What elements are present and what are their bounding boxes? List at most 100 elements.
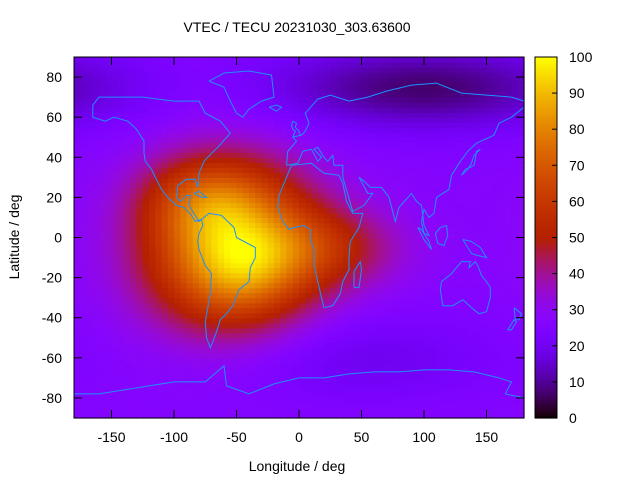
heatmap-cell [474, 267, 481, 274]
heatmap-cell [99, 402, 106, 409]
heatmap-cell [455, 332, 463, 339]
heatmap-cell [474, 337, 481, 344]
heatmap-cell [386, 97, 394, 103]
heatmap-cell [330, 197, 338, 203]
heatmap-cell [161, 332, 169, 339]
heatmap-cell [467, 372, 475, 379]
heatmap-cell [474, 192, 481, 198]
heatmap-cell [105, 277, 113, 284]
heatmap-cell [149, 287, 156, 294]
heatmap-cell [86, 402, 94, 409]
heatmap-cell [274, 142, 281, 148]
heatmap-cell [461, 97, 469, 103]
heatmap-cell [392, 147, 400, 153]
heatmap-cell [267, 257, 275, 264]
heatmap-cell [392, 217, 400, 224]
heatmap-cell [311, 392, 319, 399]
heatmap-cell [74, 247, 81, 254]
heatmap-cell [211, 237, 219, 244]
heatmap-cell [217, 302, 225, 309]
heatmap-cell [380, 397, 388, 404]
heatmap-cell [417, 242, 425, 249]
heatmap-cell [261, 387, 269, 394]
heatmap-cell [92, 182, 100, 188]
heatmap-cell [336, 382, 344, 389]
heatmap-cell [492, 192, 500, 198]
heatmap-cell [342, 162, 350, 168]
heatmap-cell [242, 92, 250, 98]
heatmap-cell [492, 182, 500, 188]
heatmap-cell [455, 197, 463, 203]
heatmap-cell [317, 107, 325, 113]
heatmap-cell [261, 292, 269, 299]
heatmap-cell [374, 202, 381, 209]
heatmap-cell [299, 387, 306, 394]
heatmap-cell [174, 377, 181, 384]
heatmap-cell [511, 132, 519, 138]
heatmap-cell [349, 92, 356, 98]
heatmap-cell [511, 167, 519, 173]
heatmap-cell [299, 97, 306, 103]
heatmap-cell [74, 162, 81, 168]
heatmap-cell [242, 412, 250, 419]
heatmap-cell [205, 157, 213, 163]
heatmap-cell [149, 207, 156, 214]
heatmap-cell [430, 232, 438, 239]
heatmap-cell [361, 197, 369, 203]
heatmap-cell [317, 247, 325, 254]
heatmap-cell [280, 357, 288, 364]
heatmap-cell [274, 202, 281, 209]
heatmap-cell [299, 402, 306, 409]
heatmap-cell [124, 322, 131, 329]
heatmap-cell [249, 87, 256, 93]
heatmap-cell [505, 147, 513, 153]
heatmap-cell [380, 272, 388, 279]
heatmap-cell [330, 167, 338, 173]
heatmap-cell [461, 172, 469, 178]
heatmap-cell [236, 67, 244, 73]
heatmap-cell [392, 172, 400, 178]
heatmap-cell [417, 237, 425, 244]
heatmap-cell [286, 342, 294, 349]
heatmap-cell [505, 77, 513, 83]
heatmap-cell [286, 337, 294, 344]
heatmap-cell [330, 207, 338, 214]
heatmap-cell [249, 342, 256, 349]
heatmap-cell [249, 322, 256, 329]
heatmap-cell [167, 267, 175, 274]
heatmap-cell [486, 157, 494, 163]
heatmap-cell [92, 292, 100, 299]
heatmap-cell [136, 352, 144, 359]
heatmap-cell [474, 342, 481, 349]
heatmap-cell [342, 227, 350, 234]
heatmap-cell [205, 232, 213, 239]
heatmap-cell [424, 257, 431, 264]
heatmap-cell [292, 392, 300, 399]
heatmap-cell [249, 257, 256, 264]
heatmap-cell [280, 287, 288, 294]
heatmap-cell [411, 262, 419, 269]
heatmap-cell [467, 132, 475, 138]
heatmap-cell [230, 357, 238, 364]
heatmap-cell [361, 252, 369, 259]
heatmap-cell [367, 407, 375, 414]
heatmap-cell [124, 362, 131, 369]
heatmap-cell [392, 222, 400, 229]
heatmap-cell [499, 97, 506, 103]
heatmap-cell [99, 372, 106, 379]
heatmap-cell [474, 172, 481, 178]
heatmap-cell [205, 392, 213, 399]
heatmap-cell [299, 267, 306, 274]
heatmap-cell [199, 217, 206, 224]
heatmap-cell [292, 172, 300, 178]
heatmap-cell [505, 107, 513, 113]
heatmap-cell [236, 152, 244, 158]
heatmap-cell [386, 222, 394, 229]
heatmap-cell [405, 147, 413, 153]
heatmap-cell [405, 332, 413, 339]
heatmap-cell [480, 382, 488, 389]
heatmap-cell [342, 177, 350, 183]
heatmap-cell [117, 357, 125, 364]
heatmap-cell [349, 347, 356, 354]
heatmap-cell [324, 282, 331, 289]
